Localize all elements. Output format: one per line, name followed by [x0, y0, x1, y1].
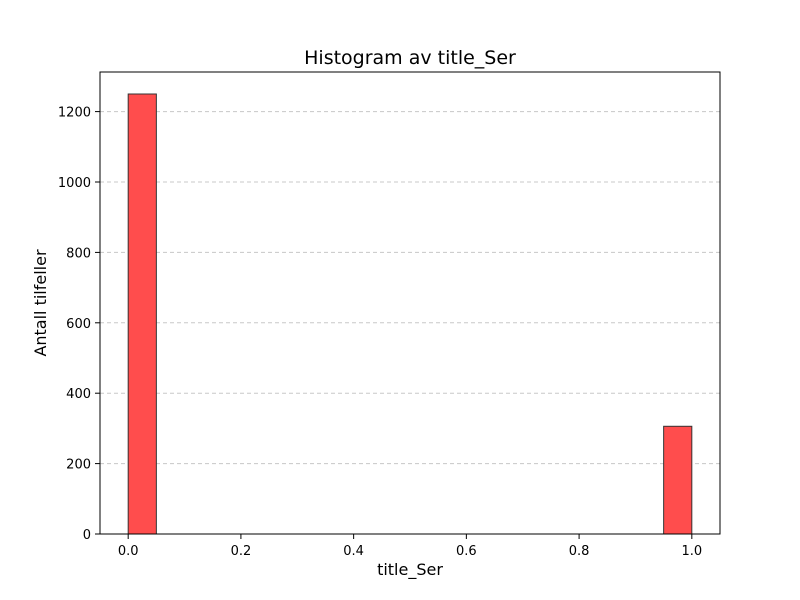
y-axis-ticks: 0 200 400 600 800 1000 1200: [58, 106, 100, 543]
plot-frame: [99, 71, 721, 535]
histogram-bar: [663, 425, 693, 535]
x-axis-label: title_Ser: [377, 560, 443, 580]
bars: [127, 93, 693, 535]
chart-title: Histogram av title_Ser: [304, 47, 516, 69]
x-tick-label: 0.8: [569, 544, 590, 559]
x-tick-label: 1.0: [681, 544, 702, 559]
y-tick-label: 200: [66, 458, 91, 473]
y-tick-label: 600: [66, 317, 91, 332]
x-tick-label: 0.6: [456, 544, 477, 559]
histogram-bar: [127, 93, 157, 535]
y-tick-label: 1200: [58, 106, 91, 121]
x-tick-label: 0.2: [231, 544, 252, 559]
y-axis-label: Antall tilfeller: [31, 249, 50, 357]
y-tick-label: 1000: [58, 176, 91, 191]
x-tick-label: 0.4: [343, 544, 364, 559]
y-tick-label: 800: [66, 246, 91, 261]
y-tick-label: 0: [83, 528, 91, 543]
y-tick-label: 400: [66, 387, 91, 402]
grid-lines: [100, 111, 720, 465]
x-axis-ticks: 0.0 0.2 0.4 0.6 0.8 1.0: [118, 534, 702, 559]
x-tick-label: 0.0: [118, 544, 139, 559]
